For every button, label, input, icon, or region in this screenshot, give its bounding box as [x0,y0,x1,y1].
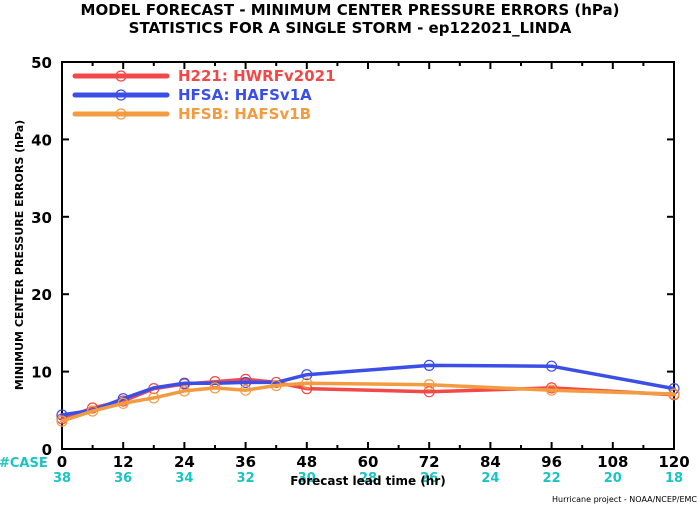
series-marker-2 [545,360,558,372]
series-marker-2 [240,376,252,389]
legend-swatch-marker [115,70,127,82]
legend-label: H221: HWRFv2021 [178,67,336,85]
x-tick-label: 0 [57,453,67,471]
legend-swatch-marker [115,108,127,120]
case-count: 36 [114,471,132,486]
series-marker-2 [301,369,313,381]
case-count: 34 [175,471,193,486]
case-count: 30 [298,471,316,486]
case-row-label: #CASE [0,456,48,471]
series-lines-group [56,359,680,427]
chart-title-line-1: MODEL FORECAST - MINIMUM CENTER PRESSURE… [81,1,620,19]
chart-title-line-2: STATISTICS FOR A SINGLE STORM - ep122021… [129,19,572,37]
y-tick-label: 50 [31,54,52,72]
series-marker-3 [117,397,129,409]
y-tick-label: 10 [31,364,52,382]
x-tick-label: 84 [480,453,501,471]
y-axis-label: MINIMUM CENTER PRESSURE ERRORS (hPa) [13,120,26,390]
x-tick-label: 12 [113,453,134,471]
credit-text: Hurricane project - NOAA/NCEP/EMC [552,495,697,504]
y-tick-label: 20 [31,286,52,304]
case-count: 32 [237,471,255,486]
series-marker-1 [423,386,435,398]
series-marker-2 [423,359,435,372]
case-count: 38 [53,471,71,486]
x-tick-label: 24 [174,453,195,471]
series-marker-3 [668,388,680,400]
series-marker-3 [209,382,221,394]
case-count: 26 [420,471,438,486]
series-marker-3 [148,392,160,404]
x-ticks-group: 0 12 24 36 48 60 72 84 96 108 120 [57,62,690,471]
case-count: 22 [543,471,561,486]
series-marker-2 [178,377,190,389]
x-tick-label: 96 [541,453,562,471]
x-tick-label: 48 [296,453,317,471]
series-marker-3 [545,384,558,396]
x-tick-label: 120 [658,453,689,471]
series-marker-3 [270,379,282,392]
series-marker-3 [301,377,313,389]
x-tick-label: 108 [597,453,628,471]
series-marker-3 [178,385,190,397]
case-count: 20 [604,471,622,486]
case-row: #CASE 38 36 34 32 30 28 26 24 22 20 18 [0,456,683,486]
legend-swatch-marker [115,89,127,101]
x-axis-label: Forecast lead time (hr) [290,474,446,488]
x-tick-label: 36 [235,453,256,471]
series-marker-1 [240,373,252,385]
series-marker-3 [240,384,252,396]
case-count: 18 [665,471,683,486]
y-tick-label: 30 [31,209,52,227]
x-tick-label: 60 [358,453,379,471]
case-count: 28 [359,471,377,486]
series-marker-3 [86,405,99,417]
y-tick-label: 0 [42,441,52,459]
case-count: 24 [481,471,499,486]
x-tick-label: 72 [419,453,440,471]
legend-label: HFSB: HAFSv1B [178,105,311,123]
y-ticks-group: 0 10 20 30 40 50 [31,54,674,459]
y-tick-label: 40 [31,131,52,149]
series-marker-3 [56,415,68,427]
series-marker-3 [423,379,435,391]
legend-label: HFSA: HAFSv1A [178,86,312,104]
